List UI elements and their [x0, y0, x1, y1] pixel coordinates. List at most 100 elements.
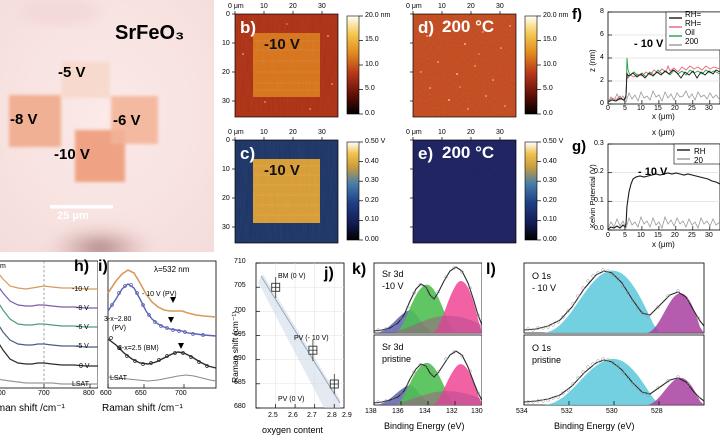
panel-f-annotation: - 10 V: [634, 38, 664, 50]
panel-a-pad-label-minus8: -8 V: [10, 111, 38, 128]
panel-h-trace-label-2: -6 V: [76, 324, 89, 331]
panel-g-kelvin-potential-chart: g) - 10 V x (μm) x (μm) Kelvin Potential…: [572, 126, 720, 252]
panel-i-wavelength-label: λ=532 nm: [154, 265, 190, 274]
panel-i-raman-fits-chart: i) λ=532 nm - 10 V (PV) 3-x~2.80 (PV) 3-…: [98, 253, 220, 443]
panel-i-tag: i): [98, 258, 108, 275]
panel-f-yaxis-label: z (nm): [588, 49, 597, 72]
panel-j-ytick-0: 710: [234, 258, 246, 265]
panel-i-trace-label-0: - 10 V (PV): [142, 291, 177, 298]
panel-a-optical-micrograph: SrFeO₃ -5 V -8 V -6 V -10 V 25 μm: [0, 0, 214, 252]
panel-l-top-label-1: O 1s: [532, 271, 552, 281]
panel-b-cbar-tick-2: 10.0: [365, 61, 379, 68]
panel-b-ytick-0: 0: [226, 11, 230, 18]
panel-f-ytick-1: 2: [600, 77, 604, 84]
panel-f-xtick-1: 5: [623, 105, 627, 112]
panel-k-top-label-1: Sr 3d: [382, 269, 404, 279]
panel-l-top-label-2: - 10 V: [532, 283, 557, 293]
panel-j-point-label-0: BM (0 V): [278, 273, 306, 280]
panel-h-trace-label-0: -10 V: [72, 286, 89, 293]
panel-g-xtick-6: 30: [705, 232, 713, 239]
panel-g-xaxis-label-top: x (μm): [652, 128, 675, 137]
panel-j-xtick-1: 2.6: [288, 412, 298, 419]
panel-l-tag: l): [486, 261, 496, 278]
panel-f-ytick-3: 6: [600, 31, 604, 38]
panel-k-tag: k): [352, 261, 367, 278]
panel-j-ytick-4: 690: [234, 355, 246, 362]
panel-i-trace-label-1: 3-x~2.80: [104, 316, 132, 323]
panel-d-cbar-tick-0: 20.0 nm: [543, 12, 569, 19]
panel-e-cbar-tick-1: 0.40: [543, 158, 557, 165]
panel-h-trace-label-1: -8 V: [76, 305, 89, 312]
panel-k-top-label-2: -10 V: [382, 281, 404, 291]
panel-l-xtick-3: 528: [651, 408, 663, 415]
panel-g-ytick-2: 0.1: [594, 197, 604, 204]
panel-c-kpfm-potential: c) -10 V 0 μm 10 20 30 0 10 20 30 0.50 V…: [216, 126, 394, 252]
panel-j-tag: j): [324, 265, 334, 282]
panel-d-xtick-1: 10: [438, 3, 446, 10]
panel-c-cbar-tick-1: 0.40: [365, 158, 379, 165]
panel-c-ytick-2: 20: [222, 195, 230, 202]
panel-a-scalebar-label: 25 μm: [57, 210, 89, 222]
panel-h-trace-label-3: -5 V: [76, 343, 89, 350]
panel-a-pad-label-minus10: -10 V: [54, 146, 90, 163]
panel-l-bottom-label-2: pristine: [532, 355, 562, 365]
panel-l-xaxis-label: Binding Energy (eV): [554, 421, 635, 431]
panel-k-xtick-3: 132: [446, 408, 458, 415]
panel-i-trace-label-3: LSAT: [110, 375, 127, 382]
panel-c-xtick-0: 0 μm: [228, 129, 244, 136]
panel-f-ytick-0: 0: [600, 100, 604, 107]
panel-j-point-label-2: PV (0 V): [278, 396, 305, 403]
panel-a-pad-label-minus5: -5 V: [58, 64, 86, 81]
panel-g-legend-label-0: RH: [694, 147, 706, 156]
panel-f-xtick-0: 0: [606, 105, 610, 112]
panel-i-trace-sublabel-1: (PV): [112, 325, 126, 332]
panel-e-xtick-1: 10: [438, 129, 446, 136]
panel-g-xtick-2: 10: [637, 232, 645, 239]
panel-d-cbar-tick-2: 10.0: [543, 61, 557, 68]
panel-d-overlay-label: 200 °C: [442, 17, 495, 36]
panel-f-tag: f): [572, 6, 582, 23]
panel-f-xaxis-label: x (μm): [652, 112, 675, 121]
panel-j-yaxis-label: Raman shift (cm⁻¹): [230, 310, 240, 383]
panel-l-o1s-xps-chart: l) O 1s - 10 V O 1s pristine 534 532 530…: [482, 253, 720, 443]
panel-i-xtick-1: 650: [135, 390, 147, 397]
panel-a-pad-label-minus6: -6 V: [113, 112, 141, 129]
panel-c-cbar-tick-5: 0.00: [365, 236, 379, 243]
panel-b-cbar-tick-4: 0.0: [365, 110, 375, 117]
panel-i-xtick-2: 700: [175, 390, 187, 397]
panel-k-bottom-label-1: Sr 3d: [382, 342, 404, 352]
panel-a-material-label: SrFeO₃: [115, 22, 185, 44]
panel-j-ytick-2: 700: [234, 307, 246, 314]
panel-d-xtick-0: 0 μm: [406, 3, 422, 10]
panel-b-tag: b): [240, 18, 257, 37]
panel-h-trace-label-5: LSAT: [72, 381, 89, 388]
panel-c-cbar-tick-2: 0.30: [365, 177, 379, 184]
panel-c-cbar-tick-4: 0.10: [365, 216, 379, 223]
panel-j-xtick-0: 2.5: [268, 412, 278, 419]
panel-j-ytick-6: 680: [234, 403, 246, 410]
panel-e-cbar-tick-3: 0.20: [543, 197, 557, 204]
panel-c-ytick-0: 0: [226, 137, 230, 144]
panel-e-cbar-tick-4: 0.10: [543, 216, 557, 223]
panel-h-xaxis-label: Raman shift /cm⁻¹: [0, 403, 65, 414]
panel-g-legend-label-1: 20: [694, 156, 703, 165]
panel-b-ytick-1: 10: [222, 40, 230, 47]
panel-d-afm-topography-annealed: d) 200 °C 0 μm 10 20 30 20.0 nm 15.0 10.…: [394, 0, 572, 126]
panel-j-xtick-4: 2.9: [342, 412, 352, 419]
panel-c-xtick-3: 30: [318, 129, 326, 136]
panel-b-xtick-3: 30: [318, 3, 326, 10]
panel-d-xtick-2: 20: [467, 3, 475, 10]
panel-h-trace-label-4: 0 V: [79, 363, 90, 370]
panel-e-overlay-label: 200 °C: [442, 143, 495, 162]
panel-e-cbar-tick-5: 0.00: [543, 236, 557, 243]
panel-k-xtick-4: 130: [471, 408, 483, 415]
panel-i-trace-label-2: 3-x=2.5 (BM): [118, 345, 159, 352]
panel-g-xtick-4: 20: [671, 232, 679, 239]
panel-d-cbar-tick-1: 15.0: [543, 36, 557, 43]
panel-g-xtick-3: 15: [654, 232, 662, 239]
panel-h-xtick-1: 700: [38, 390, 50, 397]
panel-l-xt*ick-0: 534: [516, 408, 528, 415]
panel-j-xtick-3: 2.8: [327, 412, 337, 419]
panel-f-height-profile-chart: f) - 10 V x (μm) z (nm) 0 5 10 15 20 25 …: [572, 0, 720, 126]
panel-k-sr3d-xps-chart: k) Sr 3d -10 V Sr 3d pristine 138 136 13…: [352, 253, 483, 443]
